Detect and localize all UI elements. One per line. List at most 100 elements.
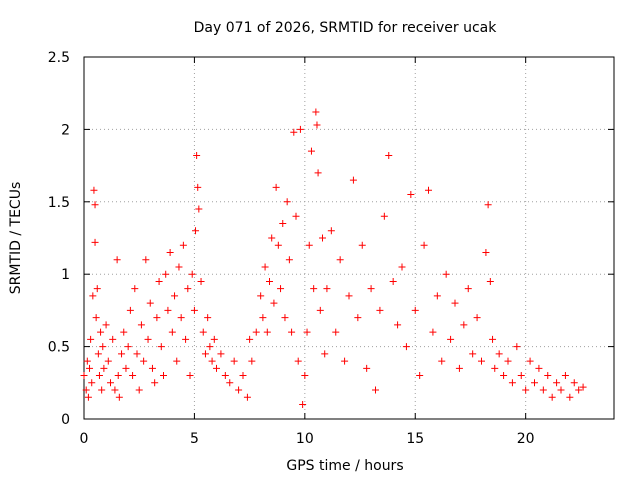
data-point (217, 350, 225, 358)
data-point (153, 314, 161, 322)
data-point (80, 372, 88, 380)
y-tick-label: 1.5 (48, 195, 70, 211)
data-point (323, 285, 331, 293)
data-point (199, 328, 207, 336)
data-point (292, 212, 300, 220)
data-point (522, 386, 530, 394)
y-axis-label: SRMTID / TECUs (8, 182, 24, 295)
data-point (213, 364, 220, 372)
data-point (114, 372, 122, 380)
x-tick-label: 5 (190, 431, 199, 447)
data-point (313, 121, 321, 129)
data-point (277, 285, 285, 293)
y-tick-label: 0.5 (48, 340, 70, 356)
data-point (252, 328, 260, 336)
data-point (575, 386, 583, 394)
data-point (122, 364, 130, 372)
data-point (279, 220, 287, 228)
data-point (504, 357, 512, 365)
data-point (482, 248, 490, 256)
y-tick-label: 2 (61, 122, 70, 138)
data-point (268, 234, 276, 242)
data-point (486, 277, 494, 285)
data-point (124, 343, 132, 351)
data-point (570, 379, 578, 387)
data-point (230, 357, 238, 365)
data-point (259, 314, 267, 322)
y-tick-label: 1 (61, 267, 70, 283)
data-point (332, 328, 340, 336)
data-point (455, 364, 463, 372)
data-point (290, 128, 298, 136)
data-point (206, 343, 214, 351)
data-point (102, 321, 110, 329)
data-point (86, 364, 94, 372)
data-point (283, 198, 291, 206)
data-point (89, 292, 97, 300)
data-point (372, 386, 379, 394)
data-point (513, 343, 521, 351)
data-point (243, 393, 251, 401)
data-point (266, 277, 273, 285)
plot-background (84, 57, 614, 419)
data-point (389, 277, 397, 285)
data-point (164, 306, 172, 314)
data-point (144, 335, 152, 343)
data-point (535, 364, 543, 372)
data-point (194, 183, 202, 191)
plot-frame (83, 56, 615, 420)
data-point (442, 270, 450, 278)
data-point (579, 383, 587, 391)
data-point (148, 364, 156, 372)
data-point (327, 227, 335, 235)
data-point (133, 350, 141, 358)
data-point (118, 350, 126, 358)
data-point (171, 292, 179, 300)
data-point (208, 357, 216, 365)
data-point (87, 335, 95, 343)
data-point (495, 350, 503, 358)
data-point (246, 335, 254, 343)
data-point (451, 299, 459, 307)
data-point (190, 306, 198, 314)
data-point (508, 379, 516, 387)
data-point (129, 372, 137, 380)
data-point (294, 357, 302, 365)
data-point (166, 248, 174, 256)
data-point (447, 335, 455, 343)
data-point (195, 205, 203, 213)
data-point (239, 372, 247, 380)
data-point (175, 263, 183, 271)
data-point (544, 372, 552, 380)
data-point (310, 285, 318, 293)
data-point (491, 364, 499, 372)
tick-labels: 0 5 10 15 20 0 0.5 1 1.5 2 2.5 (48, 50, 535, 447)
data-point (531, 379, 538, 387)
data-point (263, 328, 271, 336)
data-point (314, 169, 322, 177)
data-point (429, 328, 437, 336)
data-point (548, 393, 556, 401)
data-point (107, 379, 114, 387)
data-point (398, 263, 406, 271)
data-point (221, 372, 229, 380)
data-point (93, 285, 101, 293)
x-tick-label: 20 (517, 431, 535, 447)
data-point (489, 335, 497, 343)
data-point (261, 263, 269, 271)
data-point (95, 372, 103, 380)
data-point (299, 401, 307, 409)
data-point (345, 292, 353, 300)
data-point (92, 314, 100, 322)
data-point (179, 241, 187, 249)
data-point (321, 350, 329, 358)
data-point (115, 393, 123, 401)
data-point (526, 357, 534, 365)
data-point (84, 393, 92, 401)
data-point (109, 335, 117, 343)
data-point (90, 186, 98, 194)
data-point (182, 335, 190, 343)
data-point (484, 201, 492, 209)
data-point (416, 372, 424, 380)
